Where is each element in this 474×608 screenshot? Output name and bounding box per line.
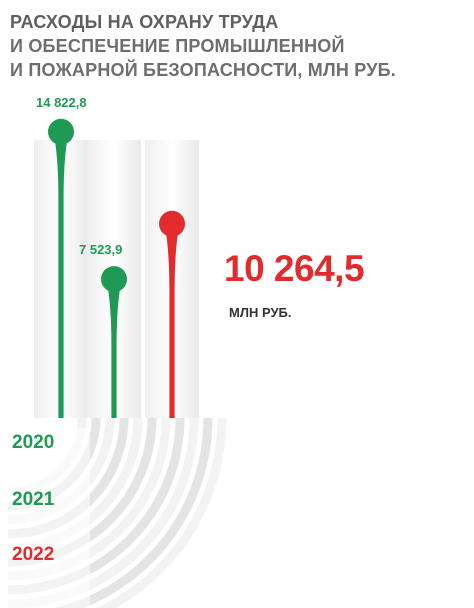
highlight-unit: МЛН РУБ.: [229, 305, 292, 320]
chart-title: РАСХОДЫ НА ОХРАНУ ТРУДА И ОБЕСПЕЧЕНИЕ ПР…: [10, 10, 396, 82]
title-line-3: И ПОЖАРНОЙ БЕЗОПАСНОСТИ, МЛН РУБ.: [10, 60, 396, 80]
bar-bulb-2020: [48, 118, 74, 145]
decor-arc-2: [53, 417, 213, 608]
bar-bulb-2022: [159, 210, 185, 237]
year-label-2021: 2021: [12, 489, 55, 510]
year-label-2020: 2020: [12, 432, 54, 453]
bar-bulb-2021: [101, 266, 127, 293]
data-label-2021: 7 523,9: [79, 242, 122, 257]
highlight-value: 10 264,5: [224, 248, 365, 289]
year-label-2022: 2022: [12, 544, 54, 565]
title-line-2: И ОБЕСПЕЧЕНИЕ ПРОМЫШЛЕННОЙ: [10, 36, 345, 56]
decor-arc-1: [96, 417, 227, 608]
bar-stem-2022: [166, 232, 178, 418]
bar-stem-2021: [108, 288, 120, 418]
bar-stem-2020: [55, 140, 67, 419]
data-label-2020: 14 822,8: [36, 95, 87, 110]
arc-fade: [0, 428, 90, 608]
title-line-1: РАСХОДЫ НА ОХРАНУ ТРУДА: [10, 12, 279, 32]
